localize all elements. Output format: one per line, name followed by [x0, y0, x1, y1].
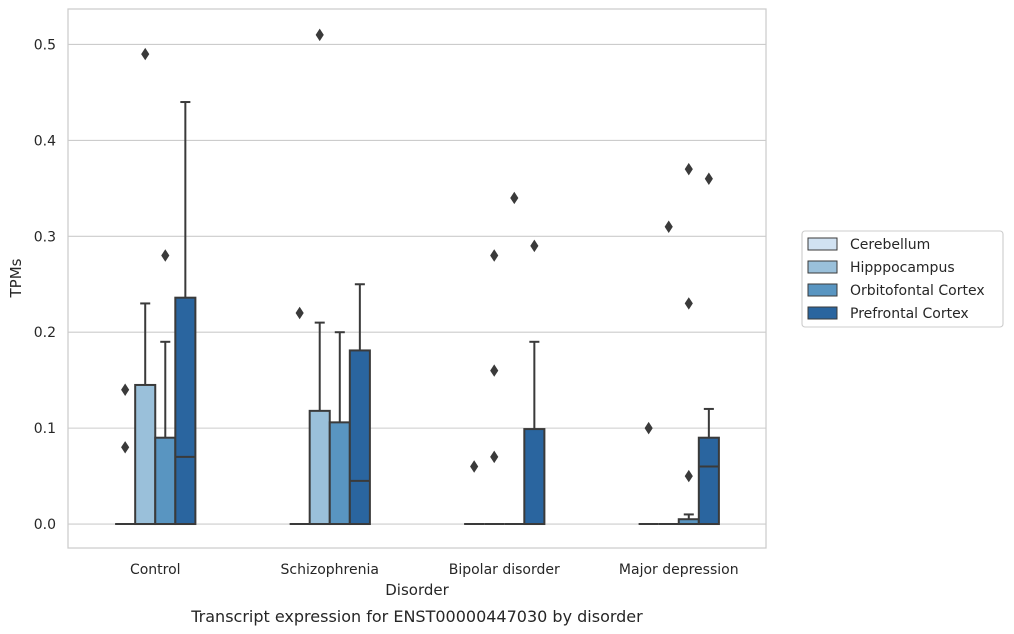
flier-point: [315, 28, 324, 42]
x-tick-labels: Control Schizophrenia Bipolar disorder Majo…: [130, 562, 739, 578]
box-1-0: [134, 47, 157, 526]
flier-point: [664, 220, 673, 233]
y-tick-label: 0.4: [34, 133, 56, 149]
legend-label: Hipppocampus: [850, 260, 955, 276]
box-0-2: [464, 460, 485, 526]
x-axis-label: Disorder: [385, 581, 449, 599]
y-axis-label: TPMs: [7, 258, 25, 298]
box-rect: [348, 349, 371, 526]
box-rect: [154, 436, 177, 526]
y-tick-label: 0.3: [34, 229, 56, 245]
flier-point: [684, 162, 693, 176]
box-0-1: [289, 306, 310, 526]
flier-point: [684, 297, 693, 310]
legend-swatch: [807, 237, 838, 251]
legend-swatch: [807, 306, 838, 320]
flier-point: [121, 383, 130, 396]
y-tick-label: 0.2: [34, 325, 56, 341]
box-rect: [134, 383, 157, 526]
legend-label: Prefrontal Cortex: [850, 306, 969, 322]
flier-point: [470, 460, 479, 473]
box-rect: [697, 436, 720, 526]
box-3-2: [523, 239, 546, 526]
flier-point: [490, 364, 499, 377]
box-rect: [174, 296, 197, 526]
y-tick-label: 0.0: [34, 517, 56, 533]
plot-frame: [67, 8, 767, 549]
flier-point: [161, 249, 170, 262]
legend-label: Orbitofontal Cortex: [850, 283, 985, 299]
box-2-1: [328, 331, 351, 526]
flier-point: [704, 172, 713, 185]
flier-point: [121, 441, 130, 454]
flier-point: [490, 249, 499, 262]
box-0-3: [638, 421, 659, 526]
x-tick-label: Schizophrenia: [281, 562, 379, 578]
x-tick-label: Bipolar disorder: [449, 562, 560, 578]
legend-swatch: [807, 283, 838, 297]
x-tick-label: Control: [130, 562, 181, 578]
legend-label: Cerebellum: [850, 237, 930, 253]
flier-point: [141, 47, 150, 61]
box-0-0: [115, 383, 136, 526]
chart-caption: Transcript expression for ENST0000044703…: [190, 607, 643, 626]
box-2-2: [504, 191, 525, 526]
box-rect: [523, 428, 546, 526]
legend: Cerebellum Hipppocampus Orbitofontal Corte…: [801, 230, 1004, 328]
box-1-3: [658, 220, 679, 526]
legend-swatch: [807, 260, 838, 274]
flier-point: [644, 421, 653, 435]
flier-point: [295, 306, 304, 320]
y-tick-label: 0.5: [34, 37, 56, 53]
box-3-0: [174, 101, 197, 526]
box-series: [115, 28, 720, 526]
flier-point: [530, 239, 539, 253]
x-tick-label: Major depression: [619, 562, 739, 578]
box-rect: [308, 409, 331, 526]
box-3-1: [348, 283, 371, 526]
y-tick-label: 0.1: [34, 421, 56, 437]
box-1-1: [308, 28, 331, 526]
flier-point: [490, 450, 499, 464]
legend-frame: [801, 230, 1004, 328]
flier-point: [510, 191, 519, 205]
box-3-3: [697, 172, 720, 526]
box-rect: [328, 421, 351, 526]
box-1-2: [484, 249, 505, 526]
flier-point: [684, 469, 693, 483]
y-tick-labels: 0.0 0.1 0.2 0.3 0.4 0.5: [34, 37, 56, 533]
